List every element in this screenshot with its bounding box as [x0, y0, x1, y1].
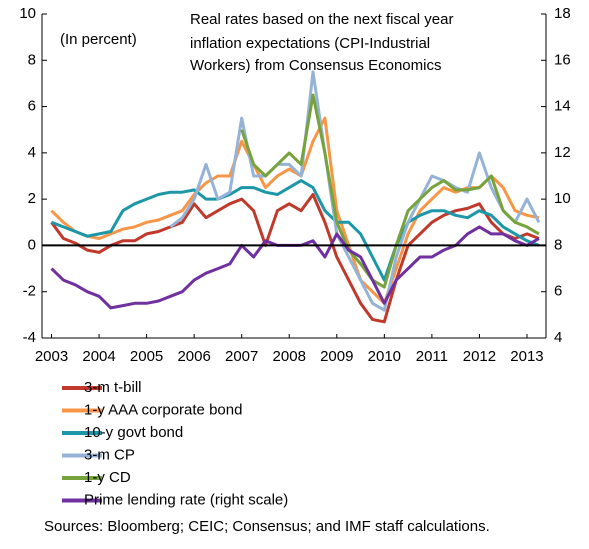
y2-tick-label: 16	[554, 51, 571, 68]
x-tick-label: 2004	[82, 348, 115, 365]
legend-label: Prime lending rate (right scale)	[84, 491, 288, 508]
y-tick-label: -4	[23, 329, 36, 346]
x-tick-label: 2008	[273, 348, 306, 365]
y-tick-label: 4	[28, 144, 36, 161]
y2-tick-label: 6	[554, 283, 562, 300]
x-tick-label: 2012	[463, 348, 496, 365]
series-line	[50, 225, 540, 310]
x-tick-label: 2005	[130, 348, 163, 365]
y-tick-label: -2	[23, 283, 36, 300]
y2-tick-label: 12	[554, 144, 571, 161]
y-tick-label: 10	[19, 5, 36, 22]
annotation: inflation expectations (CPI-Industrial	[190, 35, 430, 52]
x-tick-label: 2013	[510, 348, 543, 365]
y2-tick-label: 10	[554, 190, 571, 207]
y2-tick-label: 8	[554, 236, 562, 253]
series-line	[169, 70, 541, 312]
source: Sources: Bloomberg; CEIC; Consensus; and…	[44, 518, 490, 535]
legend-label: 10-y govt bond	[84, 424, 183, 441]
x-tick-label: 2009	[320, 348, 353, 365]
x-tick-label: 2011	[416, 348, 448, 365]
series-line	[50, 179, 540, 282]
legend-label: 3-m t-bill	[84, 379, 142, 396]
x-tick-label: 2010	[368, 348, 401, 365]
y-tick-label: 6	[28, 98, 36, 115]
x-tick-label: 2006	[177, 348, 210, 365]
x-tick-label: 2003	[35, 348, 68, 365]
y-tick-label: 2	[28, 190, 36, 207]
y2-tick-label: 14	[554, 98, 571, 115]
annotation: Workers) from Consensus Economics	[190, 57, 441, 74]
series-line	[50, 193, 540, 324]
y2-tick-label: 18	[554, 5, 571, 22]
annotation: Real rates based on the next fiscal year	[190, 11, 453, 28]
y-tick-label: 8	[28, 51, 36, 68]
legend-label: 3-m CP	[84, 446, 135, 463]
legend-label: 1-y CD	[84, 469, 131, 486]
legend-label: 1-y AAA corporate bond	[84, 401, 242, 418]
series-line	[50, 116, 540, 305]
annotation: (In percent)	[60, 31, 137, 48]
series-line	[240, 93, 540, 289]
y-tick-label: 0	[28, 236, 36, 253]
y2-tick-label: 4	[554, 329, 562, 346]
x-tick-label: 2007	[225, 348, 258, 365]
